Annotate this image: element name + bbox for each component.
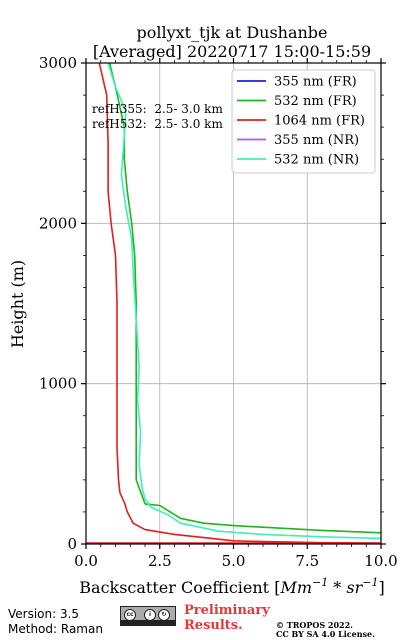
series-line-1 bbox=[108, 62, 382, 534]
version-text: Version: 3.5 bbox=[8, 607, 80, 621]
tick-layer: 0.0 2.5 5.0 7.5 10.0 0 1000 2000 3000 bbox=[39, 54, 398, 570]
y-axis-label: Height (m) bbox=[8, 260, 27, 348]
x-tick-label: 0.0 bbox=[74, 552, 98, 570]
x-axis-label-main: Backscatter Coefficient [ bbox=[79, 578, 280, 597]
x-axis-label-unit: Mm bbox=[279, 578, 312, 597]
legend-label-2: 1064 nm (FR) bbox=[274, 114, 365, 129]
series-layer bbox=[86, 62, 382, 544]
cc-license-badge: cc i ↻ bbox=[120, 606, 176, 626]
y-tick-label: 0 bbox=[67, 535, 77, 553]
x-axis-label: Backscatter Coefficient [Mm−1 * sr−1] bbox=[79, 576, 384, 597]
x-tick-label: 7.5 bbox=[295, 552, 319, 570]
method-text: Method: Raman bbox=[8, 622, 103, 636]
legend-label-3: 355 nm (NR) bbox=[274, 133, 359, 148]
x-tick-label: 5.0 bbox=[222, 552, 246, 570]
preliminary-line1: Preliminary bbox=[184, 603, 270, 618]
ref-annotation-355: refH355: 2.5- 3.0 km bbox=[92, 102, 223, 116]
cc-badge-strip bbox=[121, 620, 175, 625]
y-tick-label: 2000 bbox=[39, 214, 77, 232]
x-axis-label-exp1: −1 bbox=[312, 576, 328, 589]
x-tick-label: 2.5 bbox=[148, 552, 172, 570]
copyright-line2: CC BY SA 4.0 License. bbox=[276, 629, 375, 639]
legend-label-1: 532 nm (FR) bbox=[274, 94, 357, 109]
preliminary-line2: Results. bbox=[184, 618, 243, 633]
x-tick-label: 10.0 bbox=[364, 552, 397, 570]
legend-box bbox=[231, 69, 376, 174]
series-line-2 bbox=[98, 62, 382, 544]
copyright-line1: © TROPOS 2022. bbox=[276, 620, 353, 630]
series-line-4 bbox=[107, 62, 382, 540]
legend: 355 nm (FR) 532 nm (FR) 1064 nm (FR) 355 nm… bbox=[231, 69, 376, 174]
ref-annotation-532: refH532: 2.5- 3.0 km bbox=[92, 117, 223, 131]
y-tick-label: 3000 bbox=[39, 54, 77, 72]
legend-label-4: 532 nm (NR) bbox=[274, 153, 359, 168]
legend-label-0: 355 nm (FR) bbox=[274, 75, 357, 90]
backscatter-profile-chart: 0.0 2.5 5.0 7.5 10.0 0 1000 2000 3000 pollyxt_tj… bbox=[8, 23, 398, 597]
y-tick-label: 1000 bbox=[39, 375, 77, 393]
chart-title-line2: [Averaged] 20220717 15:00-15:59 bbox=[93, 42, 371, 61]
cc-icon: cc bbox=[124, 609, 136, 621]
x-axis-label-mid: * sr bbox=[328, 578, 363, 597]
x-axis-label-exp2: −1 bbox=[362, 576, 378, 589]
x-axis-label-end: ] bbox=[378, 578, 384, 597]
chart-title-line1: pollyxt_tjk at Dushanbe bbox=[136, 23, 327, 42]
legend-items: 355 nm (FR) 532 nm (FR) 1064 nm (FR) 355 nm… bbox=[237, 75, 365, 168]
